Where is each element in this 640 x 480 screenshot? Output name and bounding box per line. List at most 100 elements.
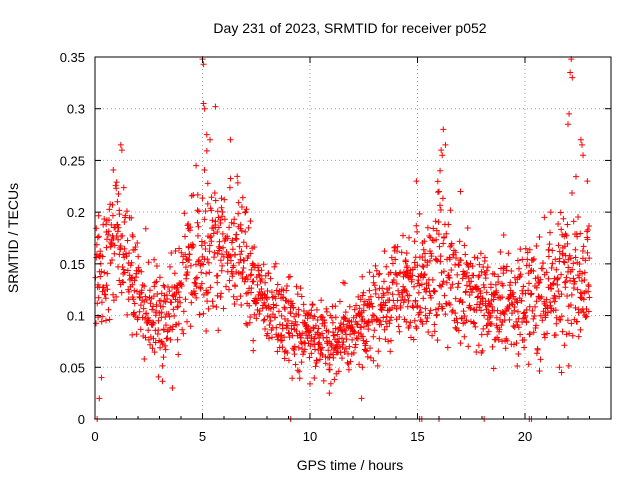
data-point xyxy=(321,317,328,324)
x-axis-label: GPS time / hours xyxy=(297,457,404,473)
data-point xyxy=(481,254,488,261)
data-point xyxy=(441,292,448,299)
data-point xyxy=(293,328,300,335)
data-point xyxy=(319,351,326,358)
data-point xyxy=(239,194,246,201)
data-point xyxy=(288,325,295,332)
data-point xyxy=(237,256,244,263)
data-point xyxy=(529,307,536,314)
data-point xyxy=(405,274,412,281)
data-point xyxy=(203,147,210,154)
data-point xyxy=(522,290,529,297)
data-point xyxy=(256,307,263,314)
data-point xyxy=(296,375,303,382)
data-point xyxy=(341,280,348,287)
data-point xyxy=(97,273,104,280)
data-point xyxy=(122,212,129,219)
data-point xyxy=(200,310,207,317)
data-point xyxy=(132,244,139,251)
data-point xyxy=(298,293,305,300)
data-point xyxy=(332,303,339,310)
data-point xyxy=(389,291,396,298)
data-point xyxy=(149,306,156,313)
data-point xyxy=(322,353,329,360)
data-point xyxy=(103,221,110,228)
data-point xyxy=(203,328,210,335)
data-point xyxy=(250,337,257,344)
data-point xyxy=(116,277,123,284)
data-point xyxy=(514,257,521,264)
data-point xyxy=(534,346,541,353)
data-point xyxy=(359,273,366,280)
data-point xyxy=(369,312,376,319)
data-point xyxy=(425,329,432,336)
data-point xyxy=(297,338,304,345)
data-point xyxy=(243,320,250,327)
data-point xyxy=(561,259,568,266)
data-point xyxy=(563,331,570,338)
data-point xyxy=(184,269,191,276)
data-point xyxy=(145,259,152,266)
data-point xyxy=(312,322,319,329)
data-point xyxy=(359,292,366,299)
data-point xyxy=(523,306,530,313)
data-point xyxy=(156,274,163,281)
data-point xyxy=(436,243,443,250)
data-point xyxy=(181,210,188,217)
data-point xyxy=(431,328,438,335)
data-point xyxy=(490,296,497,303)
data-point xyxy=(188,192,195,199)
data-point xyxy=(224,260,231,267)
data-point xyxy=(232,283,239,290)
data-point xyxy=(182,264,189,271)
data-point xyxy=(565,121,571,128)
data-point xyxy=(327,340,334,347)
data-point xyxy=(419,263,426,270)
data-point xyxy=(238,302,245,309)
data-point xyxy=(435,231,442,238)
data-point xyxy=(565,256,572,263)
data-point xyxy=(286,334,293,341)
data-point xyxy=(266,335,273,342)
data-point xyxy=(439,152,446,159)
data-point xyxy=(158,309,165,316)
data-point xyxy=(187,323,194,330)
data-point xyxy=(264,296,271,303)
data-point xyxy=(370,357,377,364)
data-point xyxy=(457,188,464,195)
data-point xyxy=(496,328,503,335)
data-point xyxy=(320,377,327,384)
chart-title: Day 231 of 2023, SRMTID for receiver p05… xyxy=(213,20,486,36)
data-point xyxy=(383,313,390,320)
data-point xyxy=(153,262,160,269)
data-point xyxy=(280,294,287,301)
data-point xyxy=(247,313,254,320)
data-point xyxy=(120,266,127,273)
data-point xyxy=(109,212,116,219)
data-point xyxy=(157,344,164,351)
data-point xyxy=(174,336,181,343)
data-point xyxy=(372,262,379,269)
data-point xyxy=(422,305,429,312)
data-point xyxy=(207,284,214,291)
data-point xyxy=(429,276,436,283)
data-point xyxy=(571,278,578,285)
data-point xyxy=(357,296,364,303)
data-point xyxy=(500,231,507,238)
data-point xyxy=(155,327,162,334)
data-point xyxy=(574,286,581,293)
data-point xyxy=(408,276,415,283)
data-point xyxy=(447,285,454,292)
data-point xyxy=(584,178,591,185)
data-point xyxy=(454,319,461,326)
data-point xyxy=(218,290,225,297)
data-point xyxy=(547,229,554,236)
data-point xyxy=(481,284,488,291)
data-point xyxy=(455,262,462,269)
data-point xyxy=(483,289,490,296)
data-point xyxy=(121,245,128,252)
data-point xyxy=(110,167,117,174)
data-point xyxy=(231,216,238,223)
data-point xyxy=(517,271,524,278)
data-point xyxy=(373,316,380,323)
